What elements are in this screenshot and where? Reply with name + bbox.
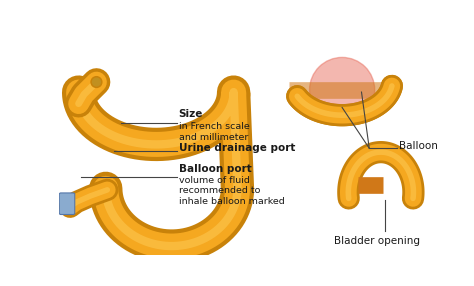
- Circle shape: [92, 78, 100, 86]
- Text: Balloon: Balloon: [399, 141, 438, 151]
- Text: Size: Size: [179, 109, 203, 119]
- Text: Bladder opening: Bladder opening: [334, 236, 420, 246]
- Circle shape: [91, 77, 102, 88]
- FancyBboxPatch shape: [59, 193, 75, 214]
- Text: Urine drainage port: Urine drainage port: [179, 143, 295, 153]
- Text: in French scale
and millimeter: in French scale and millimeter: [179, 122, 249, 142]
- Circle shape: [310, 57, 374, 122]
- Text: Balloon port: Balloon port: [179, 164, 251, 174]
- Text: volume of fluid
recommended to
inhale balloon marked: volume of fluid recommended to inhale ba…: [179, 176, 284, 206]
